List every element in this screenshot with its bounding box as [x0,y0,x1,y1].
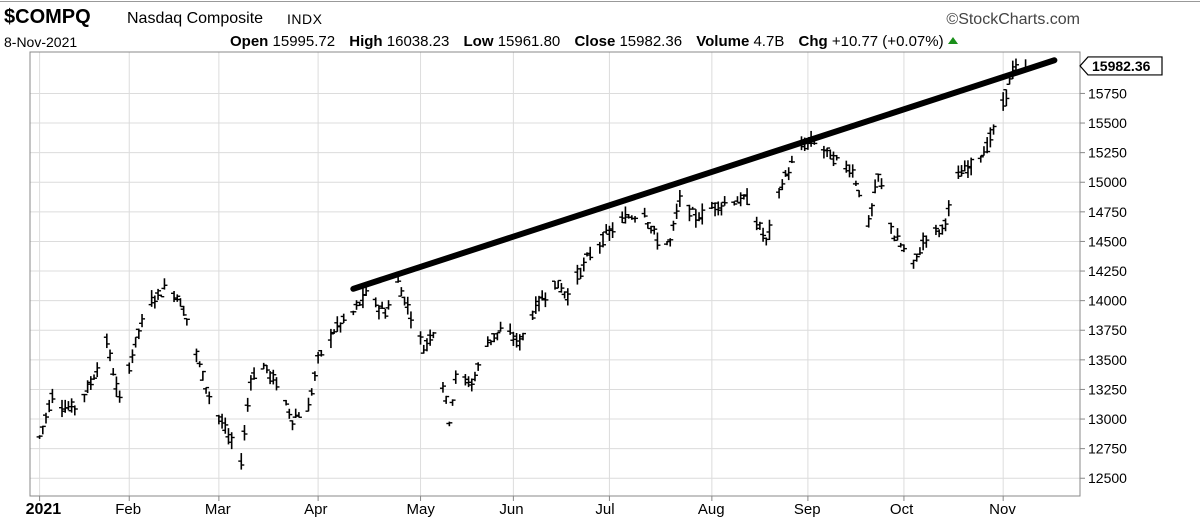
x-tick-label: Oct [890,501,914,518]
y-tick-label: 14000 [1088,293,1127,309]
x-tick-label: 2021 [26,501,62,518]
up-triangle-icon [947,37,958,44]
last-value-box [1079,56,1163,76]
plot-frame [29,51,1081,497]
chg-value: +10.77 (+0.07%) [831,33,944,50]
last-value-label: 15982.36 [1092,58,1151,74]
y-tick-label: 13000 [1088,411,1127,427]
x-tick-label: Apr [304,501,327,518]
y-tick-label: 14750 [1088,204,1127,220]
x-tick-label: Feb [115,501,141,518]
low-value: 15961.80 [497,33,561,50]
quote-stats: Open 15995.72 High 16038.23 Low 15961.80… [230,33,958,50]
y-tick-label: 14500 [1088,233,1127,249]
chg-label: Chg [798,33,828,50]
open-label: Open [230,33,269,50]
x-tick-label: May [407,501,436,518]
index-name: Nasdaq Composite [127,10,264,27]
y-tick-label: 13250 [1088,381,1127,397]
volume-value: 4.7B [753,33,785,50]
volume-label: Volume [696,33,750,50]
exchange-label: INDX [287,11,323,27]
brand-watermark: ©StockCharts.com [946,11,1080,29]
x-tick-label: Jun [499,501,523,518]
x-tick-label: Jul [595,501,614,518]
y-tick-label: 15750 [1088,85,1127,101]
x-tick-label: Mar [205,501,231,518]
y-tick-label: 15500 [1088,115,1127,131]
x-tick-label: Aug [698,501,725,518]
x-tick-label: Sep [794,501,821,518]
close-label: Close [574,33,616,50]
high-label: High [349,33,383,50]
y-tick-label: 15250 [1088,145,1127,161]
brand-name: StockCharts.com [958,11,1080,28]
x-tick-label: Nov [989,501,1016,518]
y-tick-label: 12500 [1088,470,1127,486]
copyright-icon: © [946,11,959,28]
open-value: 15995.72 [272,33,336,50]
close-value: 15982.36 [619,33,683,50]
y-tick-label: 15000 [1088,174,1127,190]
quote-date: 8-Nov-2021 [4,34,78,50]
ticker-symbol: $COMPQ [4,6,91,28]
y-tick-label: 12750 [1088,441,1127,457]
high-value: 16038.23 [386,33,450,50]
trendline [350,57,1058,292]
chart-header: $COMPQ Nasdaq Composite INDX ©StockChart… [0,0,1200,52]
y-tick-label: 14250 [1088,263,1127,279]
y-tick-label: 13750 [1088,322,1127,338]
y-tick-label: 13500 [1088,352,1127,368]
low-label: Low [463,33,494,50]
